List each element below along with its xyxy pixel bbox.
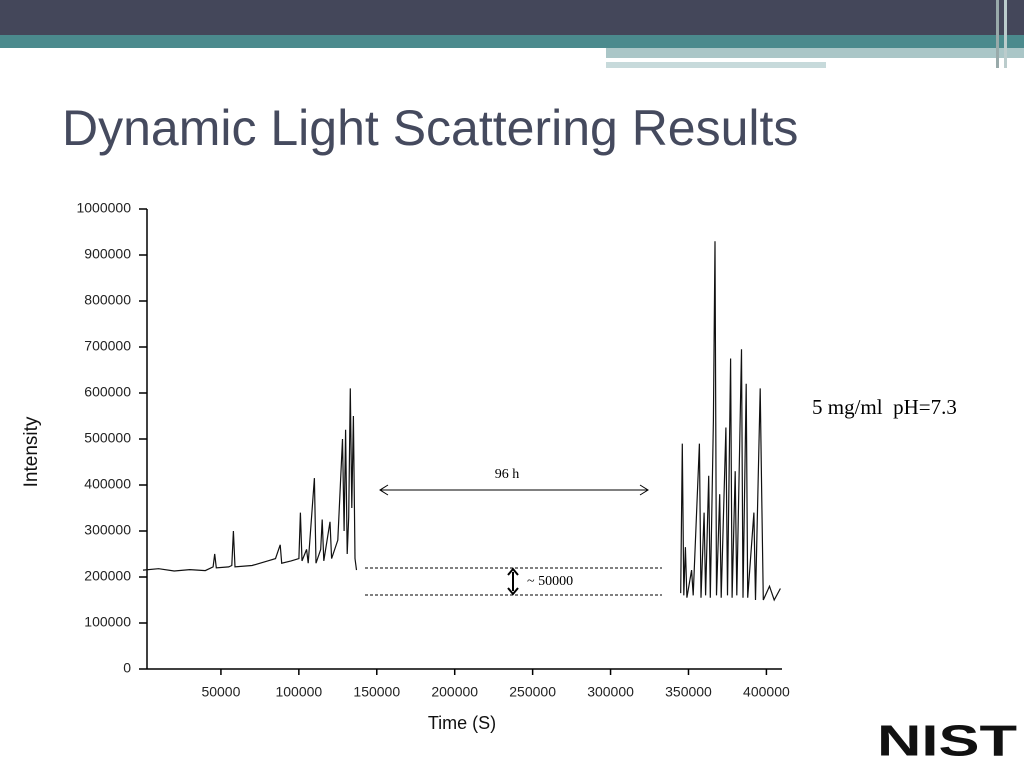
- data-line: [142, 241, 781, 602]
- annotation: ~ 50000: [527, 574, 573, 589]
- x-tick-label: 250000: [509, 684, 556, 700]
- y-tick-label: 0: [123, 660, 131, 676]
- y-tick-label: 300000: [84, 522, 131, 538]
- header-accent: [1004, 0, 1007, 68]
- arrow-heads: [507, 567, 519, 596]
- y-tick-label: 700000: [84, 338, 131, 354]
- x-tick-label: 400000: [743, 684, 790, 700]
- y-tick-label: 900000: [84, 246, 131, 262]
- y-tick-label: 1000000: [76, 200, 131, 216]
- y-tick-label: 200000: [84, 568, 131, 584]
- x-axis-label: Time (S): [428, 713, 496, 733]
- x-tick-label: 150000: [353, 684, 400, 700]
- x-tick-label: 50000: [201, 684, 240, 700]
- y-tick-label: 500000: [84, 430, 131, 446]
- x-tick-label: 350000: [665, 684, 712, 700]
- annotation: 96 h: [495, 467, 520, 482]
- x-tick-label: 100000: [275, 684, 322, 700]
- y-tick-label: 800000: [84, 292, 131, 308]
- y-tick-label: 400000: [84, 476, 131, 492]
- header-band: [0, 0, 1024, 35]
- annotation: 5 mg/ml pH=7.3: [812, 395, 957, 419]
- header-accent: [996, 0, 999, 68]
- logo: NIST: [877, 717, 1017, 766]
- y-tick-label: 600000: [84, 384, 131, 400]
- slide-title: Dynamic Light Scattering Results: [62, 100, 798, 156]
- header-accent: [0, 35, 1024, 48]
- y-tick-label: 100000: [84, 614, 131, 630]
- header-accent: [606, 48, 1024, 58]
- x-tick-label: 200000: [431, 684, 478, 700]
- x-tick-label: 300000: [587, 684, 634, 700]
- header-accent: [606, 62, 826, 68]
- y-axis-label: Intensity: [21, 416, 42, 487]
- arrow-heads: [379, 484, 649, 496]
